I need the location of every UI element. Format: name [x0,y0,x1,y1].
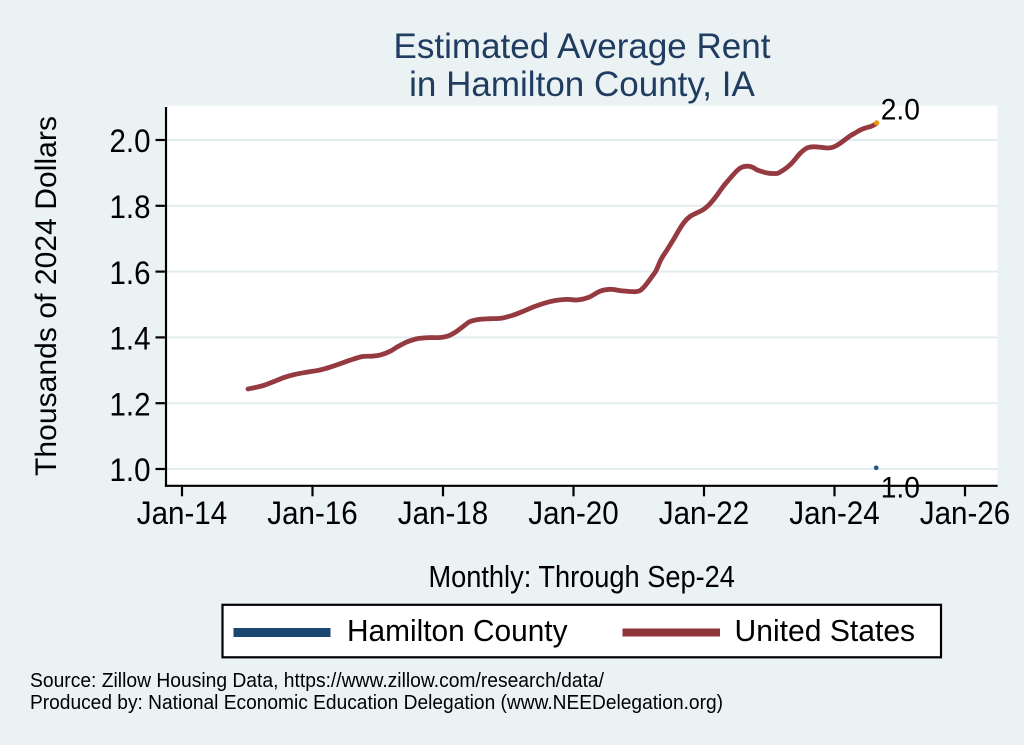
svg-text:1.2: 1.2 [110,386,151,422]
svg-text:Jan-20: Jan-20 [528,495,618,531]
svg-text:Produced by: National Economic: Produced by: National Economic Education… [30,692,723,714]
svg-text:1.4: 1.4 [110,321,151,357]
svg-text:Jan-22: Jan-22 [659,495,749,531]
svg-text:Monthly: Through Sep-24: Monthly: Through Sep-24 [428,559,735,594]
svg-text:1.8: 1.8 [110,189,151,225]
svg-text:Jan-26: Jan-26 [920,495,1010,531]
svg-text:Estimated Average Rent: Estimated Average Rent [394,27,771,66]
svg-text:United States: United States [735,613,916,648]
svg-text:Jan-24: Jan-24 [789,495,879,531]
svg-text:in Hamilton County, IA: in Hamilton County, IA [409,65,755,104]
svg-text:Jan-16: Jan-16 [267,495,357,531]
svg-text:2.0: 2.0 [110,123,151,159]
svg-text:1.0: 1.0 [881,472,920,505]
svg-text:Thousands of 2024 Dollars: Thousands of 2024 Dollars [30,116,63,476]
svg-text:Jan-18: Jan-18 [398,495,488,531]
svg-text:1.6: 1.6 [110,255,151,291]
svg-text:Source: Zillow Housing Data, h: Source: Zillow Housing Data, https://www… [30,670,604,692]
svg-text:Hamilton County: Hamilton County [347,613,568,648]
svg-text:2.0: 2.0 [881,94,920,127]
svg-text:Jan-14: Jan-14 [137,495,227,531]
svg-text:1.0: 1.0 [110,452,151,488]
